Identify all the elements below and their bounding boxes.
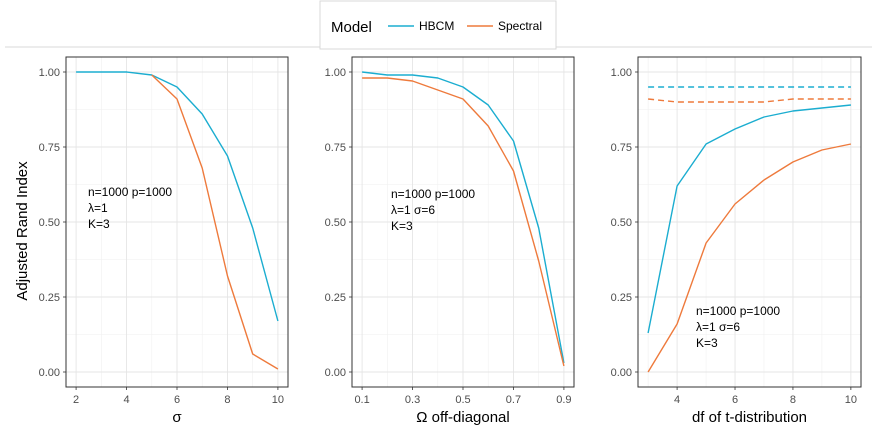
annotation-line: K=3: [88, 217, 110, 231]
x-tick-label: 0.1: [354, 394, 369, 406]
legend-label-hbcm: HBCM: [419, 19, 454, 33]
y-tick-label: 0.75: [611, 142, 632, 154]
y-tick-label: 0.50: [611, 217, 632, 229]
y-tick-label: 0.75: [325, 142, 346, 154]
panel-sigma: 0.00 0.25 0.50 0.75 1.00 2 4 6 8 10 σ n=1000 p=1000…: [39, 56, 289, 426]
series-line-hbcm: [362, 71, 565, 364]
y-tick-label: 0.25: [39, 292, 60, 304]
x-tick-label: 0.7: [506, 394, 521, 406]
annotation-line: λ=1: [88, 201, 108, 215]
series-line-spectral: [151, 74, 279, 370]
series-line-hbcm: [647, 104, 851, 334]
x-tick-label: 4: [674, 394, 680, 406]
annotation-line: λ=1 σ=6: [391, 203, 435, 217]
x-tick-label: 0.9: [556, 394, 571, 406]
x-tick-label: 10: [845, 394, 857, 406]
x-axis-title-sigma: σ: [172, 409, 182, 426]
annotation-line: K=3: [696, 336, 718, 350]
y-axis-title: Adjusted Rand Index: [14, 161, 31, 301]
y-tick-label: 1.00: [611, 67, 632, 79]
x-tick-label: 10: [272, 394, 284, 406]
legend-label-spectral: Spectral: [498, 19, 542, 33]
x-tick-label: 2: [73, 394, 79, 406]
y-tick-label: 0.00: [325, 367, 346, 379]
panel-omega: 0.00 0.25 0.50 0.75 1.00 0.1 0.3 0.5 0.7 0.9 Ω off…: [325, 56, 575, 426]
x-tick-label: 6: [732, 394, 738, 406]
annotation-line: λ=1 σ=6: [696, 320, 740, 334]
y-tick-label: 0.25: [325, 292, 346, 304]
x-tick-label: 0.3: [405, 394, 420, 406]
series-line-spectral: [647, 143, 852, 373]
series-line-spectral-dashed: [648, 98, 851, 103]
y-tick-label: 0.50: [325, 217, 346, 229]
y-tick-label: 0.25: [611, 292, 632, 304]
y-tick-label: 1.00: [325, 67, 346, 79]
x-tick-label: 0.5: [455, 394, 470, 406]
legend: Model HBCM Spectral: [5, 0, 872, 50]
annotation-line: K=3: [391, 219, 413, 233]
y-tick-label: 0.00: [611, 367, 632, 379]
panel-df: 0.00 0.25 0.50 0.75 1.00 4 6 8 10 df of t-distrib…: [611, 56, 862, 426]
x-axis-title-omega: Ω off-diagonal: [416, 409, 510, 426]
x-tick-label: 8: [790, 394, 796, 406]
y-tick-label: 0.75: [39, 142, 60, 154]
x-axis-title-df: df of t-distribution: [692, 409, 807, 426]
annotation-line: n=1000 p=1000: [391, 187, 475, 201]
annotation-line: n=1000 p=1000: [696, 304, 780, 318]
series-line-spectral: [362, 77, 565, 367]
legend-box: [319, 0, 557, 50]
y-tick-label: 0.50: [39, 217, 60, 229]
series-line-hbcm: [76, 71, 279, 322]
legend-title: Model: [331, 19, 372, 36]
x-tick-label: 8: [224, 394, 230, 406]
x-tick-label: 4: [123, 394, 129, 406]
x-tick-label: 6: [174, 394, 180, 406]
y-tick-label: 1.00: [39, 67, 60, 79]
annotation-line: n=1000 p=1000: [88, 185, 172, 199]
y-tick-label: 0.00: [39, 367, 60, 379]
